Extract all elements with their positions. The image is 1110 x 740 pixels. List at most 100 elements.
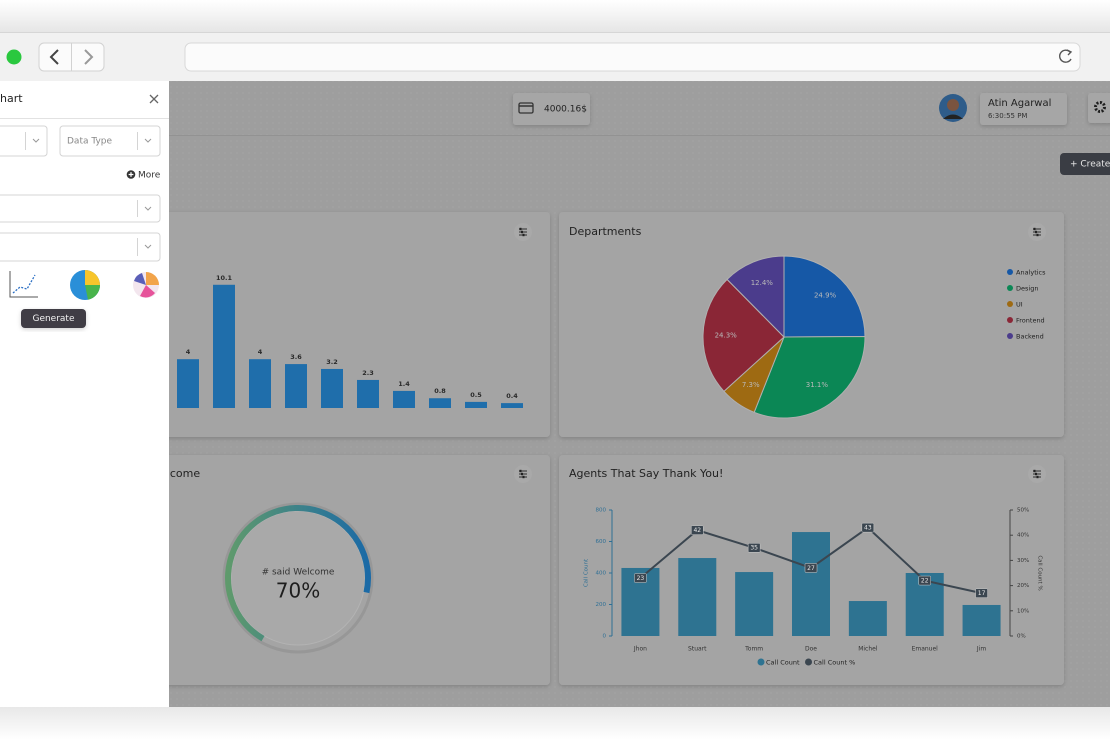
- bottom-band: [0, 707, 1110, 740]
- user-box[interactable]: [980, 93, 1067, 125]
- point-label: 17: [978, 590, 986, 597]
- bar: [213, 284, 235, 408]
- legend-swatch: [1007, 285, 1013, 291]
- point-label-box: [634, 573, 647, 583]
- card-title: Agents That Say Thank You!: [569, 467, 723, 480]
- balance: 4000.16$: [544, 105, 587, 115]
- balance-box[interactable]: [513, 93, 590, 125]
- bar: [678, 558, 717, 636]
- side-panel: [0, 81, 169, 707]
- window-dot[interactable]: [6, 49, 22, 65]
- slice-label: 7.3%: [742, 381, 760, 389]
- pie-slice: [702, 278, 785, 393]
- gauge-arc: [225, 505, 371, 642]
- more-plus: [128, 172, 134, 177]
- settings-box[interactable]: [1088, 93, 1110, 123]
- charts: 4 10.1 4 3.6 3.2 2.3 1.4 0.8 0.5 0.4 Departments 24…: [160, 225, 1046, 667]
- bar: [792, 532, 830, 636]
- filter-knob: [1036, 233, 1039, 237]
- card-filter-buttons: [514, 223, 1046, 483]
- bar-label: 4: [258, 348, 263, 356]
- line-chart-icon[interactable]: [9, 271, 38, 298]
- x-tick-label: Stuart: [688, 646, 707, 653]
- point-label-box: [691, 525, 704, 535]
- bar-label: 3.6: [290, 353, 302, 361]
- legend-swatch: [757, 658, 765, 666]
- filter-knob: [519, 227, 522, 231]
- bar: [285, 364, 307, 408]
- legend-label: Backend: [1016, 333, 1044, 341]
- dropdown[interactable]: [0, 194, 161, 223]
- more-link[interactable]: More: [138, 171, 161, 181]
- create-button[interactable]: [1060, 153, 1110, 175]
- line-chart-icon-line: [12, 274, 36, 294]
- y2-tick-label: 20%: [1017, 583, 1029, 589]
- legend-swatch: [1007, 317, 1013, 323]
- filter-knob: [1036, 475, 1039, 479]
- dropdown-chevron: [144, 138, 152, 143]
- filter-knob: [521, 230, 523, 234]
- bar-label: 0.8: [434, 387, 446, 395]
- slice-label: 12.4%: [751, 279, 774, 287]
- bar: [357, 379, 379, 408]
- settings-gear: [1094, 101, 1106, 113]
- y-tick-label: 600: [596, 539, 607, 545]
- tooltip-text: Generate: [32, 314, 74, 324]
- point-label: 27: [807, 565, 815, 572]
- slice-label: 24.3%: [715, 331, 738, 339]
- dropdown[interactable]: [59, 125, 161, 157]
- card-icon: [518, 102, 534, 114]
- y2-tick-label: 40%: [1017, 533, 1029, 539]
- legend-swatch: [1007, 301, 1013, 307]
- pie-icon-slice: [85, 270, 100, 285]
- point-label-box: [747, 543, 761, 553]
- filter-knob: [1035, 230, 1037, 234]
- point-label-box: [861, 522, 875, 533]
- bar-label: 4: [186, 348, 191, 356]
- filter-knob: [519, 469, 522, 473]
- dropdown-chevron: [32, 138, 40, 143]
- close-button[interactable]: [149, 94, 159, 104]
- y2-tick-label: 50%: [1017, 508, 1029, 514]
- y-axis-title: Call Count: [584, 558, 590, 587]
- legend-label: Design: [1016, 285, 1038, 293]
- create-label: + Create: [1070, 160, 1110, 170]
- dropdown[interactable]: [0, 232, 161, 262]
- bar: [321, 368, 343, 408]
- legend-label: Call Count %: [814, 659, 856, 667]
- x-tick-label: Michel: [858, 646, 878, 653]
- bar: [735, 572, 774, 636]
- bar: [848, 601, 887, 636]
- back-button[interactable]: [49, 49, 59, 65]
- legend-label: Call Count: [766, 659, 800, 667]
- bar-label: 2.3: [362, 369, 374, 377]
- slice-label: 24.9%: [814, 292, 837, 300]
- filter-knob: [522, 475, 525, 479]
- y-tick-label: 0: [603, 634, 607, 640]
- legend-swatch: [1007, 333, 1013, 339]
- y2-tick-label: 30%: [1017, 558, 1029, 564]
- pie-slice: [783, 255, 866, 338]
- pie-slice: [726, 255, 785, 339]
- y2-axis-title: Call Count %: [1037, 555, 1043, 590]
- reload-button[interactable]: [1059, 49, 1072, 63]
- forward-button[interactable]: [84, 49, 94, 65]
- pie-icon-slice: [85, 285, 100, 300]
- point-label: 23: [637, 575, 645, 582]
- address-bar[interactable]: [184, 42, 1081, 72]
- pie-slice: [753, 335, 866, 419]
- user-name: Atin Agarwal: [988, 98, 1051, 109]
- rose-icon-slice: [146, 272, 159, 285]
- dropdown[interactable]: [0, 125, 48, 157]
- filter-knob: [521, 472, 523, 476]
- slice-label: 31.1%: [806, 381, 829, 389]
- bar: [501, 403, 523, 408]
- bar: [177, 359, 199, 408]
- gauge-track: [230, 510, 366, 646]
- rose-icon-slice: [134, 273, 146, 285]
- card-title: Departments: [569, 225, 642, 238]
- y-tick-label: 800: [596, 508, 607, 514]
- filter-knob: [1035, 472, 1037, 476]
- legend-label: Frontend: [1016, 317, 1045, 325]
